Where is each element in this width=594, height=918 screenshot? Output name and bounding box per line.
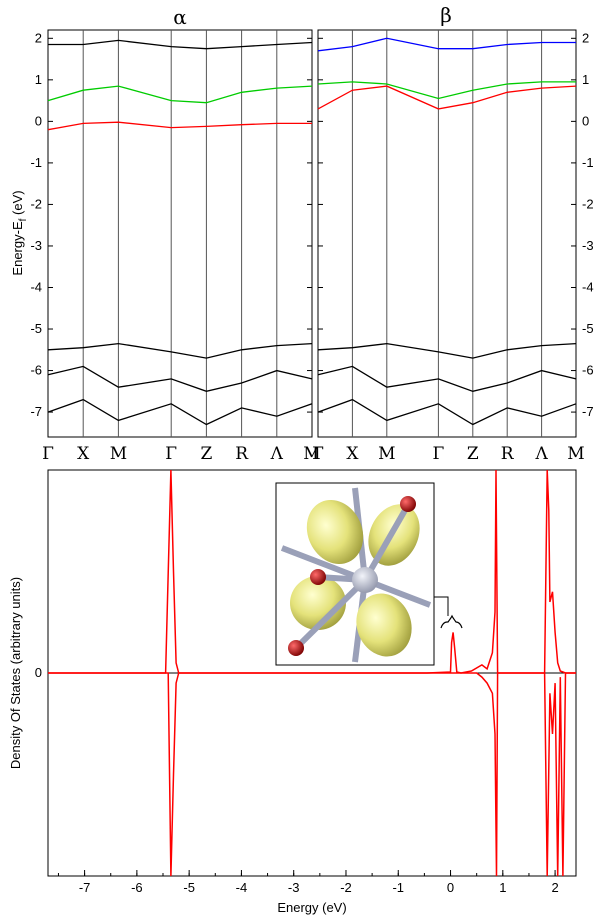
dos-xtick-label: -3: [288, 880, 300, 895]
orbital-lobe: [306, 499, 364, 565]
orbital-lobe: [356, 593, 412, 657]
alpha-kpoint-label: M: [110, 444, 127, 464]
alpha-plot-frame: [47, 29, 313, 438]
alpha-band-line: [47, 121, 312, 131]
alpha-ytick-label: -5: [30, 321, 42, 336]
alpha-ytick-label: -4: [30, 279, 42, 294]
beta-ytick-label: 2: [582, 30, 589, 45]
dos-ytick-label: 0: [35, 665, 42, 680]
alpha-ytick-label: 1: [35, 72, 42, 87]
beta-kpoint-label: Γ: [312, 444, 324, 464]
alpha-kpoint-label: X: [77, 444, 90, 464]
beta-band-line: [317, 81, 576, 100]
dos-xtick-label: -2: [340, 880, 352, 895]
alpha-kpoint-label: R: [235, 444, 249, 464]
beta-ytick-label: -6: [582, 363, 594, 378]
oxygen-atom: [400, 496, 416, 512]
alpha-ytick-label: -7: [30, 404, 42, 419]
oxygen-atom: [288, 640, 304, 656]
beta-plot-frame: [317, 29, 577, 438]
dos-xtick-label: 1: [499, 880, 506, 895]
density-of-states-panel: -7 -6 -5 -4 -3 -2 -1 0 1 2 0 Energy (eV) Density …: [8, 469, 577, 915]
beta-ytick-label: -5: [582, 321, 594, 336]
beta-band-line: [317, 85, 577, 110]
alpha-ytick-label: -3: [30, 238, 42, 253]
beta-ytick-label: -2: [582, 196, 594, 211]
dos-xtick-label: 0: [447, 880, 454, 895]
beta-ytick-label: -4: [582, 279, 594, 294]
beta-ytick-label: -7: [582, 404, 594, 419]
metal-atom: [352, 567, 378, 593]
oxygen-atom: [310, 569, 326, 585]
dos-xtick-label: -7: [79, 880, 91, 895]
beta-ytick-label: 1: [582, 72, 589, 87]
bond-left: [280, 545, 367, 583]
beta-ytick-label: -1: [582, 155, 594, 170]
beta-kpoint-label: M: [567, 444, 584, 464]
bond-diag-up: [362, 503, 411, 582]
beta-kpoint-label: R: [501, 444, 515, 464]
band-structure-alpha-panel: 2 1 0 -1 -2 -3 -4 -5 -6 -7 α Energy-Ef (eV): [10, 5, 313, 438]
alpha-kpoint-label: Z: [200, 444, 212, 464]
dos-spin-down-line: [48, 672, 576, 877]
orbital-inset: [275, 482, 463, 666]
beta-band-line: [317, 342, 577, 359]
alpha-title: α: [173, 5, 187, 29]
beta-band-line: [317, 365, 577, 392]
beta-kpoint-label: X: [346, 444, 359, 464]
beta-ytick-label: 0: [582, 113, 589, 128]
dos-xtick-label: 2: [551, 880, 558, 895]
beta-kpoint-label: M: [378, 444, 395, 464]
alpha-kpoint-label: Γ: [42, 444, 54, 464]
dos-xtick-label: -4: [236, 880, 248, 895]
beta-ytick-label: -3: [582, 238, 594, 253]
alpha-kpoint-label: Λ: [270, 444, 284, 464]
peak-brace: [440, 614, 463, 629]
bond-diag-down: [293, 577, 368, 651]
dos-xtick-label: -5: [183, 880, 195, 895]
dos-xtick-label: -1: [392, 880, 404, 895]
dos-ylabel: Density Of States (arbitrary units): [8, 577, 23, 769]
alpha-band-line: [47, 342, 313, 359]
beta-band-line: [317, 398, 577, 426]
alpha-ytick-label: 0: [35, 113, 42, 128]
alpha-ytick-label: -6: [30, 363, 42, 378]
inset-connector: [434, 596, 449, 616]
alpha-kpoint-label: Γ: [165, 444, 177, 464]
alpha-kpoint-label: M: [303, 444, 320, 464]
band-structure-beta-panel: 2 1 0 -1 -2 -3 -4 -5 -6 -7 β: [317, 3, 594, 438]
alpha-band-line: [48, 39, 313, 50]
beta-kpoint-label: Z: [467, 444, 479, 464]
alpha-band-line: [47, 398, 313, 426]
alpha-band-line: [47, 365, 313, 392]
alpha-band-line: [47, 85, 313, 104]
beta-kpoint-label: Λ: [534, 444, 548, 464]
alpha-ytick-label: -2: [30, 196, 42, 211]
beta-kpoint-label: Γ: [433, 444, 445, 464]
alpha-ytick-label: -1: [30, 155, 42, 170]
band-ylabel: Energy-Ef (eV): [10, 190, 29, 275]
beta-band-line: [317, 37, 576, 52]
beta-title: β: [440, 3, 452, 27]
dos-xtick-label: -6: [131, 880, 143, 895]
alpha-ytick-label: 2: [35, 30, 42, 45]
dos-xlabel: Energy (eV): [277, 900, 346, 915]
